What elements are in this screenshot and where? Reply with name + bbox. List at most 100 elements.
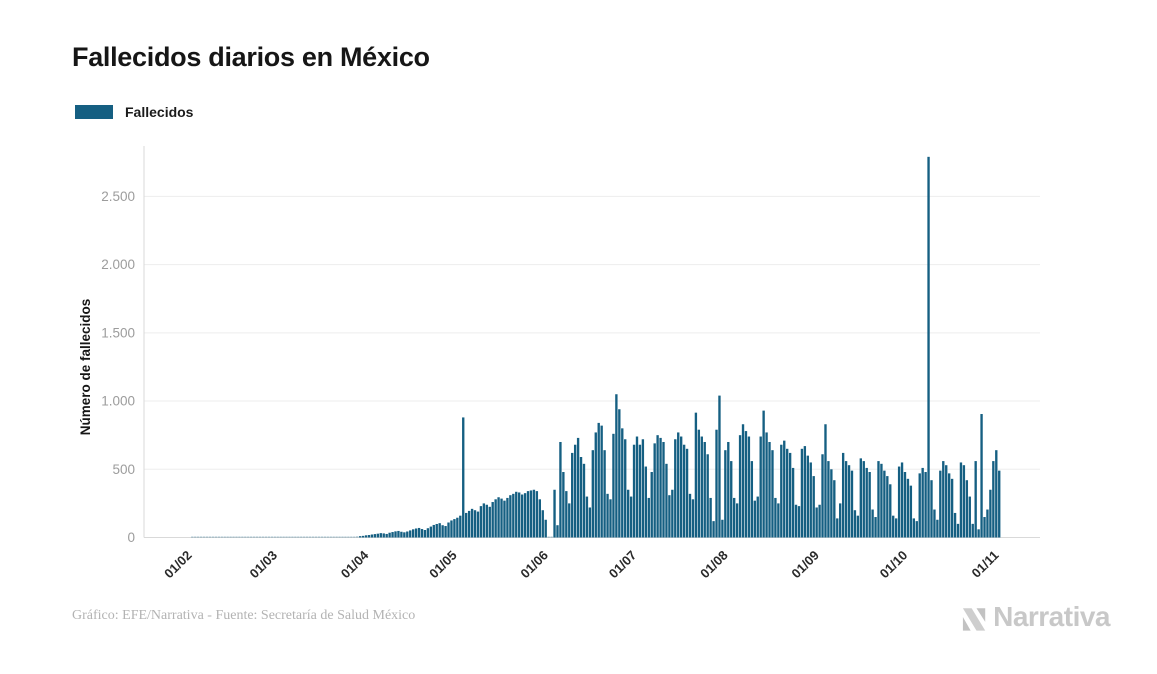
- bar: [261, 536, 265, 538]
- bar: [311, 536, 315, 538]
- bar: [326, 536, 329, 538]
- bar: [294, 536, 297, 538]
- bar: [400, 531, 403, 538]
- bar: [409, 530, 412, 538]
- bar: [515, 491, 518, 538]
- bar: [738, 435, 742, 538]
- bar: [788, 452, 792, 538]
- bar: [332, 536, 335, 538]
- x-tick-label: 01/09: [788, 548, 822, 582]
- bar: [497, 497, 500, 538]
- bar: [691, 499, 695, 538]
- bar: [965, 480, 969, 538]
- bar: [482, 503, 486, 538]
- bar: [656, 435, 659, 538]
- bar: [844, 461, 848, 538]
- bar: [397, 530, 400, 538]
- bar: [924, 472, 927, 538]
- y-axis-title: Número de fallecidos: [78, 299, 93, 436]
- bar: [565, 491, 568, 538]
- bar: [830, 469, 833, 538]
- bar: [264, 536, 268, 538]
- bar: [459, 515, 462, 538]
- bar: [258, 536, 262, 538]
- bar: [403, 532, 406, 538]
- bar: [532, 489, 536, 538]
- bar: [579, 457, 583, 538]
- bar: [947, 473, 951, 538]
- bar: [197, 536, 200, 538]
- bar: [733, 497, 736, 538]
- bar: [241, 536, 244, 538]
- bar: [700, 436, 703, 538]
- x-tick-label: 01/02: [161, 548, 195, 582]
- bar: [379, 533, 382, 538]
- bar: [945, 465, 948, 538]
- bar: [912, 518, 916, 538]
- bar: [685, 448, 689, 538]
- bar: [232, 536, 235, 538]
- bar: [659, 437, 662, 538]
- bar: [668, 495, 671, 538]
- bar: [305, 536, 309, 538]
- bar: [750, 461, 754, 538]
- bar: [727, 441, 730, 538]
- bar: [370, 534, 374, 538]
- bar: [220, 536, 223, 538]
- bar: [582, 463, 586, 538]
- bar: [229, 536, 232, 538]
- bar: [594, 432, 597, 538]
- bar: [780, 444, 783, 538]
- bar: [438, 523, 441, 538]
- bar: [859, 458, 862, 538]
- bar: [223, 536, 226, 538]
- bar: [612, 433, 615, 538]
- bar: [388, 532, 391, 538]
- bar: [553, 489, 556, 538]
- bar: [950, 478, 954, 538]
- bar: [270, 536, 273, 538]
- narrativa-brand-name: Narrativa: [993, 601, 1110, 632]
- bar: [974, 461, 977, 538]
- bar: [382, 533, 385, 538]
- bar: [647, 497, 650, 538]
- bar: [571, 452, 574, 538]
- bar: [373, 534, 377, 538]
- bar: [603, 450, 606, 538]
- bar: [753, 500, 756, 538]
- bar: [358, 536, 362, 538]
- bar: [803, 446, 807, 538]
- bar: [927, 156, 930, 538]
- x-tick-label: 01/03: [247, 548, 281, 582]
- bar: [194, 536, 197, 538]
- bar: [376, 533, 380, 538]
- bar: [812, 476, 815, 538]
- bar: [420, 529, 424, 538]
- bar: [730, 461, 733, 538]
- bar: [877, 461, 880, 538]
- bar: [983, 517, 986, 538]
- bar: [470, 508, 474, 538]
- bar: [600, 425, 603, 538]
- bar: [279, 536, 282, 538]
- bar: [806, 455, 809, 538]
- narrativa-brand: Narrativa: [960, 598, 1110, 636]
- bar: [297, 536, 300, 538]
- legend-swatch-fallecidos: [75, 105, 113, 119]
- bar: [836, 518, 839, 538]
- bar: [465, 512, 468, 538]
- bar: [606, 493, 609, 538]
- x-tick-label: 01/05: [426, 548, 460, 582]
- bar: [288, 536, 291, 538]
- bar: [903, 472, 907, 538]
- bar: [226, 536, 229, 538]
- bar: [839, 503, 842, 538]
- bar: [273, 536, 276, 538]
- bar: [252, 536, 256, 538]
- bar: [453, 519, 456, 538]
- bar: [715, 429, 718, 538]
- bar: [942, 461, 945, 538]
- bar: [541, 510, 544, 538]
- bar: [718, 395, 721, 538]
